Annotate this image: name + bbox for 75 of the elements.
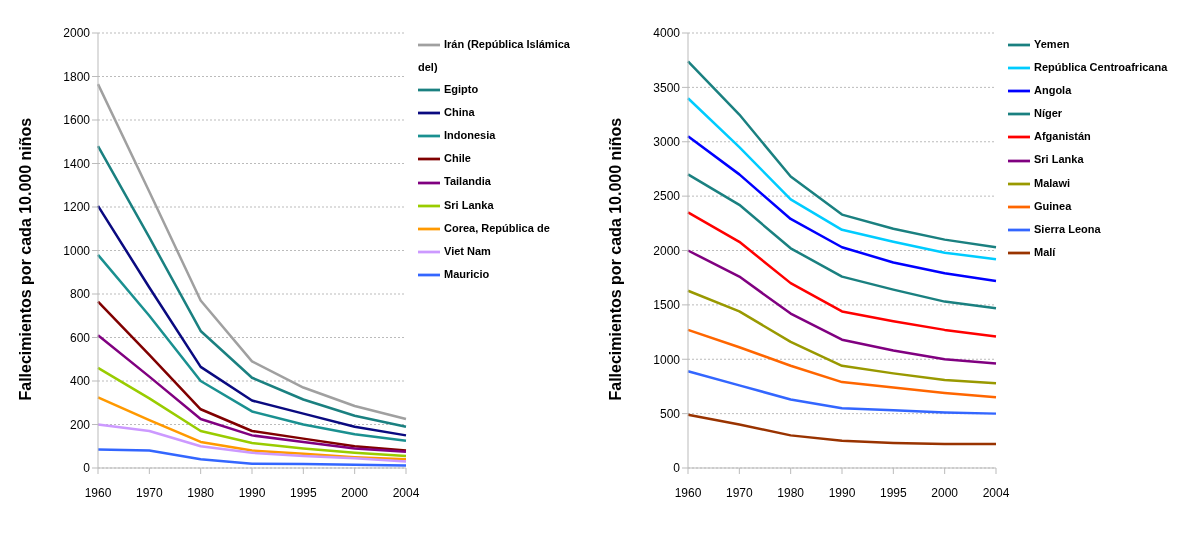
y-tick-label: 2500 — [653, 189, 681, 204]
y-tick-label: 1400 — [63, 156, 91, 171]
legend-label: Corea, República de — [444, 221, 550, 234]
y-tick-label: 400 — [69, 374, 91, 389]
y-axis-title: Fallecimientos por cada 10.000 niños — [16, 117, 34, 401]
y-tick-label: 2000 — [653, 243, 681, 258]
line-series — [96, 334, 408, 453]
line-series — [96, 253, 408, 443]
line-series — [686, 413, 998, 446]
x-tick-label: 1995 — [289, 485, 317, 500]
x-tick-label: 1990 — [238, 485, 266, 500]
x-tick-label: 1980 — [187, 485, 215, 500]
x-tick-label: 2000 — [341, 485, 369, 500]
line-series — [686, 173, 998, 310]
y-tick-label: 4000 — [653, 26, 681, 41]
y-tick-label: 600 — [69, 330, 91, 345]
x-tick-label: 1980 — [777, 485, 805, 500]
x-tick-label: 1995 — [879, 485, 907, 500]
legend-label: Malí — [1034, 245, 1056, 258]
y-tick-label: 3500 — [653, 80, 681, 95]
legend-label: Sri Lanka — [444, 198, 494, 211]
y-axis-title: Fallecimientos por cada 10.000 niños — [606, 117, 624, 401]
line-series — [686, 289, 998, 385]
y-tick-label: 1500 — [653, 298, 681, 313]
line-series — [96, 82, 408, 421]
line-series — [96, 204, 408, 437]
line-series — [686, 369, 998, 415]
y-tick-label: 500 — [659, 406, 681, 421]
x-tick-label: 1990 — [828, 485, 856, 500]
legend-label: Yemen — [1034, 38, 1070, 50]
legend-label: Tailandia — [444, 175, 491, 188]
y-tick-label: 1000 — [653, 352, 681, 367]
legend-label: China — [444, 106, 475, 119]
legend-label: República Centroafricana — [1034, 61, 1168, 74]
x-tick-label: 2000 — [931, 485, 959, 500]
legend-label: Irán (República Islámica del) — [418, 38, 570, 74]
legend-label: Egipto — [444, 83, 479, 96]
legend-label: Viet Nam — [444, 244, 491, 257]
line-series — [96, 300, 408, 452]
line-series — [686, 328, 998, 399]
line-series — [686, 135, 998, 283]
y-tick-label: 1000 — [63, 243, 91, 258]
legend-label: Níger — [1034, 107, 1063, 120]
line-series — [96, 366, 408, 458]
y-tick-label: 3000 — [653, 135, 681, 150]
legend-label: Afganistán — [1034, 130, 1091, 143]
legend-label: Sierra Leona — [1034, 222, 1101, 235]
y-tick-label: 1200 — [63, 200, 91, 215]
y-tick-label: 1600 — [63, 113, 91, 128]
line-series — [96, 144, 408, 428]
line-series — [686, 60, 998, 249]
y-tick-label: 800 — [69, 287, 91, 302]
x-tick-label: 2004 — [392, 485, 420, 500]
line-series — [96, 423, 408, 463]
legend-label: Sri Lanka — [1034, 153, 1084, 166]
y-tick-label: 1800 — [63, 69, 91, 84]
legend-label: Chile — [444, 152, 471, 165]
line-series — [686, 97, 998, 261]
legend-label: Malawi — [1034, 176, 1071, 189]
x-tick-label: 1970 — [135, 485, 163, 500]
line-series — [686, 211, 998, 338]
y-tick-label: 0 — [673, 461, 681, 476]
legend-label: Mauricio — [444, 267, 490, 280]
y-tick-label: 2000 — [63, 26, 91, 41]
line-series — [686, 249, 998, 365]
x-tick-label: 1970 — [725, 485, 753, 500]
legend-label: Guinea — [1034, 199, 1072, 212]
y-tick-label: 0 — [83, 461, 91, 476]
x-tick-label: 2004 — [982, 485, 1010, 500]
line-series — [96, 396, 408, 461]
y-tick-label: 200 — [69, 417, 91, 432]
x-tick-label: 1960 — [84, 485, 112, 500]
legend-label: Angola — [1034, 84, 1072, 97]
legend-label: Indonesia — [444, 129, 496, 142]
x-tick-label: 1960 — [674, 485, 702, 500]
